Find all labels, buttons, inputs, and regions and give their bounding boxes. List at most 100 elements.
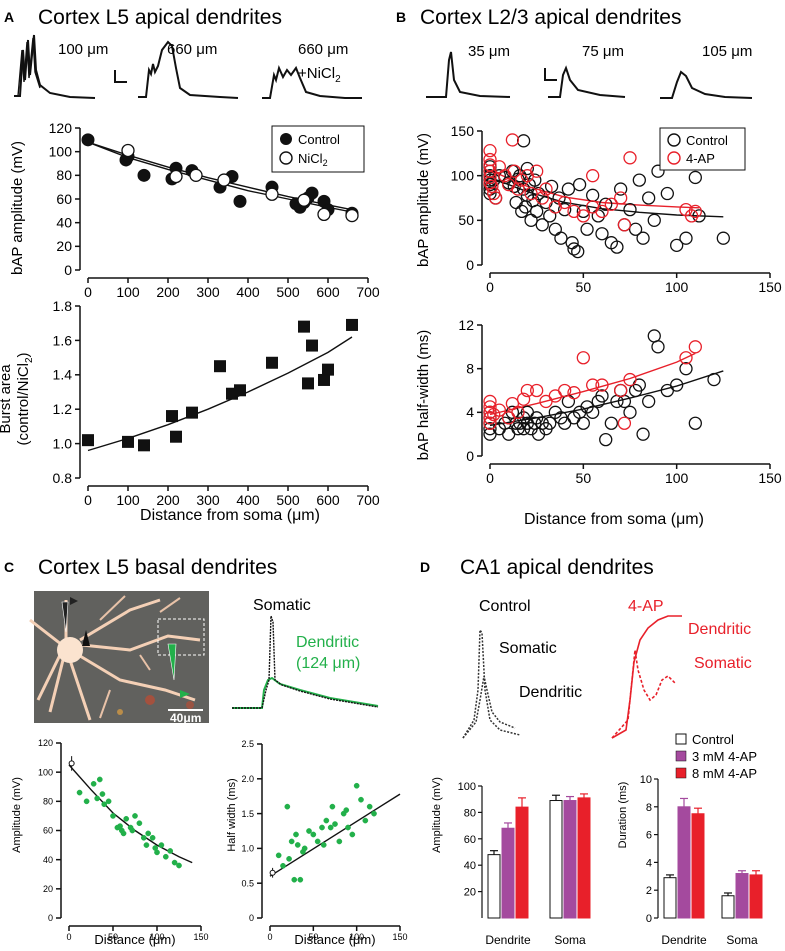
B2-point	[483, 422, 497, 436]
C2-point	[343, 807, 350, 813]
b1-legend-4ap: 4-AP	[686, 151, 715, 166]
B2-point	[647, 329, 661, 343]
A2-point	[82, 434, 94, 447]
B1-point	[505, 133, 520, 147]
A1-point	[317, 207, 331, 222]
B1-point	[716, 231, 730, 245]
D2-y-tick-label: 8	[646, 802, 652, 814]
B1-y-tick-label: 100	[451, 168, 475, 184]
A2-point	[322, 363, 334, 376]
C2-point	[301, 845, 308, 852]
B2-x-tick-label: 50	[576, 470, 592, 486]
C2-point	[288, 838, 295, 845]
D2-bar	[691, 813, 705, 919]
chart-b1: 0 50 100 150 0 50 100 150 bAP amplitude (mV) Co…	[415, 123, 782, 295]
B2-point	[595, 378, 609, 392]
B1-point	[586, 188, 600, 202]
c-dendritic-label: Dendritic	[296, 634, 359, 651]
B2-point	[586, 405, 600, 419]
B2-point	[688, 416, 702, 430]
B2-point	[617, 394, 632, 409]
B1-point	[572, 177, 587, 192]
B2-point	[576, 351, 590, 365]
B1-point	[511, 182, 525, 196]
B1-point	[535, 218, 549, 232]
d-control-somatic: Somatic	[499, 640, 557, 657]
C1-point	[136, 820, 143, 827]
C1-x-tick-label: 100	[149, 932, 164, 942]
B1-x-tick-label: 0	[486, 279, 494, 295]
B1-point	[528, 173, 542, 187]
B1-point	[571, 244, 585, 259]
A1-point	[189, 168, 203, 182]
A1-point	[217, 173, 231, 187]
B1-point	[684, 209, 699, 223]
c2-y-axis-label: Half width (ms)	[226, 778, 238, 851]
trace-label-nicl2: +NiCl2	[298, 65, 341, 85]
B2-y-tick-label: 0	[466, 448, 474, 464]
B2-point	[511, 405, 525, 419]
A2-x-tick-label: 100	[116, 492, 140, 508]
D2-bar	[749, 874, 763, 919]
D2-bar	[721, 895, 735, 919]
C2-point	[297, 876, 304, 883]
C1-point	[90, 780, 97, 787]
trace-c-somatic-dendritic: Somatic Dendritic (124 μm)	[232, 597, 379, 709]
C1-point	[171, 859, 178, 866]
c1-y-axis-label: Amplitude (mV)	[11, 777, 23, 853]
A1-y-tick-label: 120	[49, 120, 73, 136]
B1-point	[520, 161, 534, 176]
C2-point	[291, 876, 298, 883]
B1-point	[548, 222, 562, 236]
C2-fit-line	[269, 793, 401, 877]
B1-x-tick-label: 100	[665, 279, 689, 295]
B2-point	[636, 427, 650, 441]
C1-point	[149, 834, 156, 841]
b2-y-axis-label: bAP half-width (ms)	[415, 330, 432, 461]
B1-point	[670, 238, 684, 252]
a1-y-axis-label: bAP amplitude (mV)	[9, 141, 26, 275]
B2-point	[688, 340, 702, 354]
A1-point	[297, 193, 311, 207]
C2-x-tick-label: 50	[308, 932, 318, 942]
A2-y-tick-label: 0.8	[53, 470, 73, 486]
trace-label-660um-b: 660 μm	[298, 41, 348, 58]
C1-point	[83, 798, 90, 805]
A1-point	[233, 194, 247, 208]
B1-point	[642, 191, 656, 205]
C2-point	[269, 869, 276, 876]
B2-point	[492, 403, 506, 417]
B2-point	[586, 378, 600, 392]
trace-label-35um: 35 μm	[468, 43, 510, 60]
C2-point	[349, 831, 356, 838]
C1-x-tick-label: 0	[66, 932, 71, 942]
d-control-title: Control	[479, 598, 531, 615]
A1-point	[169, 169, 183, 184]
A1-x-tick-label: 600	[316, 284, 340, 300]
chart-d1: 20 40 60 80 100 Dendrite Soma Amplitude (mV)	[431, 777, 591, 947]
C1-point	[120, 830, 127, 837]
c1-x-axis-label: Distance (μm)	[94, 932, 175, 947]
A2-x-tick-label: 0	[84, 492, 92, 508]
B1-point	[530, 164, 544, 178]
A2-point	[186, 406, 198, 419]
A1-point	[121, 143, 135, 158]
A1-point	[137, 168, 151, 182]
A2-x-tick-label: 300	[196, 492, 220, 508]
D2-bar	[735, 873, 749, 919]
C2-point	[358, 796, 364, 803]
C2-point	[284, 803, 291, 810]
B1-point	[485, 179, 499, 194]
C1-point	[162, 853, 169, 860]
C2-x-tick-label: 100	[349, 932, 364, 942]
d-control-dendritic: Dendritic	[519, 684, 582, 701]
B2-point	[679, 351, 693, 365]
C2-point	[345, 824, 351, 831]
B2-x-tick-label: 100	[665, 470, 689, 486]
D1-bar	[487, 854, 501, 919]
C2-y-tick-label: 2.5	[241, 739, 254, 749]
A1-y-tick-label: 60	[56, 191, 72, 207]
B1-point	[531, 186, 546, 201]
trace-label-75um: 75 μm	[582, 43, 624, 60]
